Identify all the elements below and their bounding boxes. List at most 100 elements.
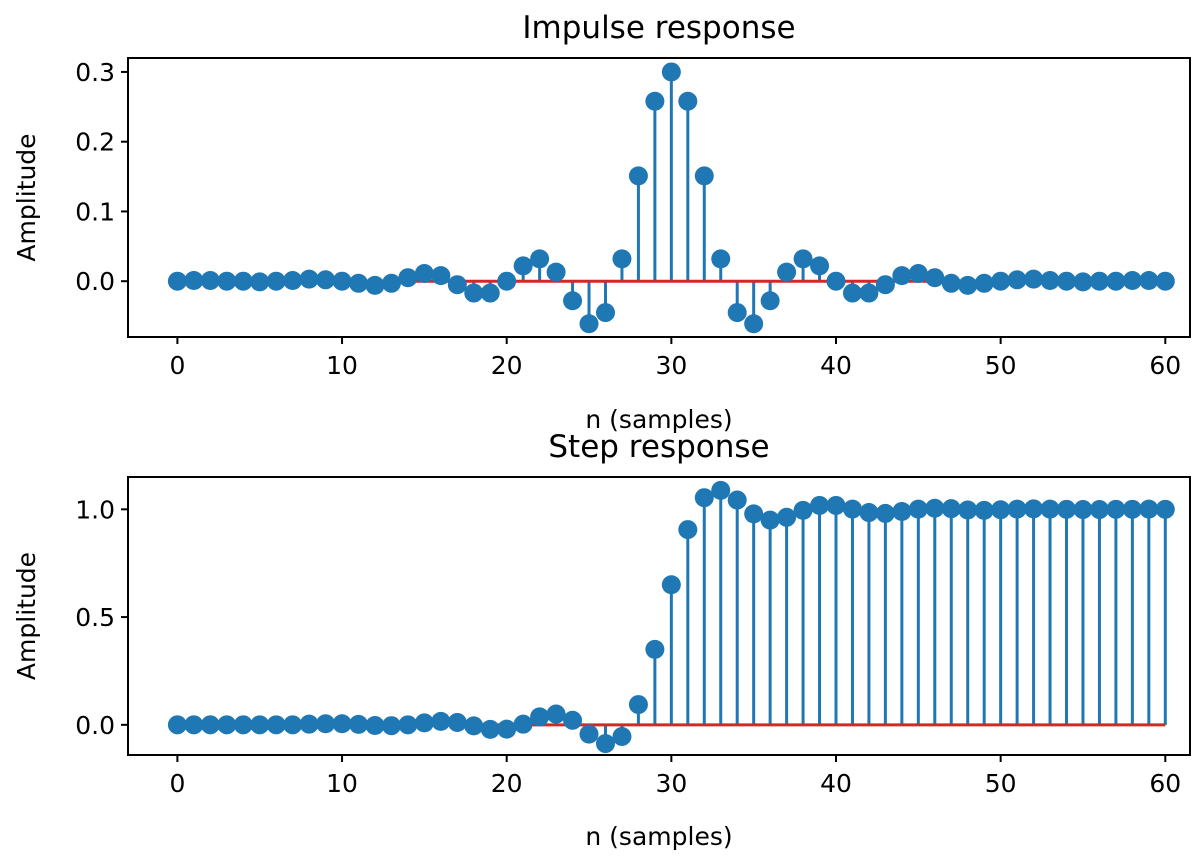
stem-marker [941, 273, 961, 293]
chart-title: Step response [548, 429, 769, 465]
stem-marker [628, 166, 648, 186]
stem-marker [793, 500, 813, 520]
x-tick-label: 50 [985, 769, 1017, 798]
x-tick-label: 40 [820, 769, 852, 798]
stem-marker [1073, 500, 1093, 520]
stem-marker [167, 271, 187, 291]
stem-marker [381, 716, 401, 736]
plot-frame [127, 57, 1191, 338]
stem-marker [1139, 271, 1159, 291]
stem-marker [398, 715, 418, 735]
plot-frame [127, 476, 1191, 756]
stem-marker [414, 264, 434, 284]
y-tick-label: 0.2 [75, 128, 115, 157]
x-tick-label: 20 [491, 769, 523, 798]
stem-marker [859, 503, 879, 523]
x-tick-label: 0 [169, 351, 185, 380]
stem-marker [1122, 271, 1142, 291]
stem-marker [810, 256, 830, 276]
stem-marker [447, 275, 467, 295]
y-tick-label: 0.5 [75, 603, 115, 632]
stem-marker [266, 715, 286, 735]
stem-marker [233, 271, 253, 291]
stem-marker [1007, 270, 1027, 290]
stem-marker [875, 275, 895, 295]
stem-marker [1106, 271, 1126, 291]
stem-marker [398, 268, 418, 288]
stem-marker [497, 271, 517, 291]
stem-marker [530, 249, 550, 269]
stem-marker [266, 271, 286, 291]
stem-marker [349, 273, 369, 293]
x-tick-label: 60 [1149, 769, 1181, 798]
stem-marker [892, 266, 912, 286]
stem-marker [727, 303, 747, 323]
stem-marker [908, 499, 928, 519]
stem-marker [546, 262, 566, 282]
x-tick-label: 30 [655, 769, 687, 798]
stem-marker [711, 480, 731, 500]
stem-marker [431, 711, 451, 731]
stem-marker [530, 707, 550, 727]
stem-marker [1007, 499, 1027, 519]
x-axis-label: n (samples) [585, 822, 732, 851]
stem-marker [365, 715, 385, 735]
stem-marker [711, 249, 731, 269]
stem-marker [250, 272, 270, 292]
stem-marker [793, 249, 813, 269]
y-axis-label: Amplitude [12, 552, 41, 680]
stem-marker [661, 62, 681, 82]
stem-marker [513, 714, 533, 734]
stem-marker [1073, 272, 1093, 292]
x-tick-label: 10 [326, 351, 358, 380]
x-tick-label: 40 [820, 351, 852, 380]
stem-marker [645, 639, 665, 659]
stem-marker [447, 712, 467, 732]
stem-marker [184, 271, 204, 291]
stem-marker [1155, 271, 1175, 291]
stem-marker [628, 695, 648, 715]
stem-marker [991, 271, 1011, 291]
stem-marker [760, 510, 780, 530]
stem-marker [579, 724, 599, 744]
stem-marker [744, 314, 764, 334]
stem-marker [1089, 271, 1109, 291]
stem-marker [283, 715, 303, 735]
stem-marker [974, 273, 994, 293]
stem-marker [661, 575, 681, 595]
stem-marker [464, 716, 484, 736]
stem-marker [332, 271, 352, 291]
stem-marker [316, 714, 336, 734]
stem-marker [678, 520, 698, 540]
stem-marker [612, 726, 632, 746]
stem-marker [744, 504, 764, 524]
stem-marker [513, 256, 533, 276]
stem-marker [974, 500, 994, 520]
stem-marker [1106, 499, 1126, 519]
stem-marker [908, 264, 928, 284]
stem-marker [546, 704, 566, 724]
stem-marker [991, 500, 1011, 520]
stem-marker [381, 273, 401, 293]
stem-marker [694, 166, 714, 186]
stem-marker [810, 495, 830, 515]
stem-marker [1024, 269, 1044, 289]
stem-marker [414, 713, 434, 733]
stem-marker [727, 490, 747, 510]
stem-marker [1040, 271, 1060, 291]
stem-marker [1155, 499, 1175, 519]
stem-marker [1122, 499, 1142, 519]
stem-marker [365, 275, 385, 295]
stem-marker [678, 91, 698, 111]
stem-marker [859, 283, 879, 303]
stem-marker [250, 715, 270, 735]
stem-marker [464, 283, 484, 303]
stem-marker [925, 498, 945, 518]
stem-marker [875, 503, 895, 523]
stem-marker [958, 500, 978, 520]
stem-marker [1057, 499, 1077, 519]
chart-title: Impulse response [522, 10, 795, 46]
stem-marker [645, 91, 665, 111]
stem-marker [826, 495, 846, 515]
